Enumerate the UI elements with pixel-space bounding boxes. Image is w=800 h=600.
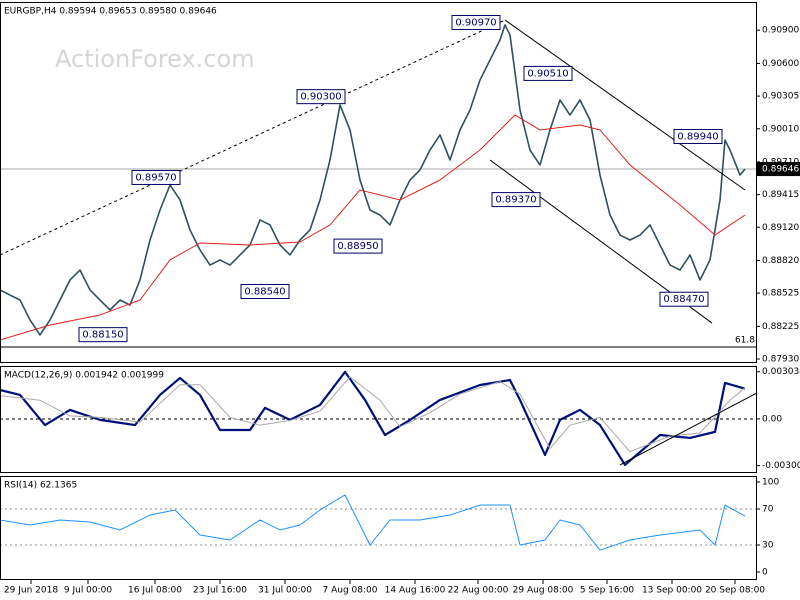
y-tick-label: -0.003001	[762, 461, 800, 471]
x-tick-label: 29 Aug 08:00	[513, 586, 574, 596]
y-tick-label: 0.90305	[762, 92, 799, 102]
y-tick-label: 0	[762, 567, 768, 577]
y-tick-label: 100	[762, 478, 779, 488]
last-price-label: 0.89646	[762, 165, 799, 175]
panel-frame	[0, 366, 757, 473]
annotation-label: 0.89370	[495, 195, 536, 206]
y-tick-label: 0.88225	[762, 322, 799, 332]
annotation-label: 0.89570	[135, 172, 176, 183]
x-tick-label: 22 Aug 00:00	[448, 586, 509, 596]
y-tick-label: 0.89415	[762, 190, 799, 200]
panel-title: MACD(12,26,9) 0.001942 0.001999	[4, 371, 164, 381]
series-line	[0, 494, 746, 551]
annotation-box	[673, 129, 723, 145]
annotation-label: 0.90300	[300, 92, 341, 103]
annotation-box	[523, 65, 573, 81]
annotation-box	[78, 327, 128, 343]
series-line	[0, 114, 746, 341]
last-price-box	[757, 162, 800, 177]
x-tick-label: 23 Jul 16:00	[193, 586, 247, 596]
annotation-label: 0.88470	[663, 294, 704, 305]
annotation-label: 0.90970	[455, 17, 496, 28]
annotation-box	[333, 238, 383, 254]
panel	[0, 19, 757, 341]
x-tick-label: 9 Jul 00:00	[64, 586, 113, 596]
annotation-label: 0.88950	[337, 241, 378, 252]
annotation-box	[296, 89, 346, 105]
annotation-label: 0.88540	[244, 286, 285, 297]
y-tick-label: 0.90010	[762, 124, 799, 134]
x-tick-label: 7 Aug 08:00	[323, 586, 378, 596]
annotation-box	[451, 14, 501, 30]
trendline	[504, 19, 746, 191]
panel-frame	[0, 476, 757, 580]
panel	[0, 494, 757, 551]
x-tick-label: 13 Sep 00:00	[642, 586, 702, 596]
y-tick-label: 30	[762, 541, 774, 551]
annotation-box	[491, 192, 541, 208]
series-line	[0, 370, 746, 466]
x-tick-label: 16 Jul 08:00	[128, 586, 182, 596]
trendline	[619, 392, 757, 466]
panel-title: RSI(14) 62.1365	[4, 481, 77, 491]
trendline	[0, 19, 506, 256]
panel-frame	[0, 2, 757, 363]
x-tick-label: 14 Aug 16:00	[385, 586, 446, 596]
annotation-label: 0.89940	[677, 132, 718, 143]
watermark: ActionForex.com	[55, 45, 255, 73]
series-line	[0, 376, 746, 453]
x-tick-label: 29 Jun 2018	[4, 586, 58, 596]
x-tick-label: 31 Jul 00:00	[258, 586, 312, 596]
y-tick-label: 0.88820	[762, 256, 799, 266]
y-tick-label: 0.88525	[762, 289, 799, 299]
y-tick-label: 0.90600	[762, 59, 799, 69]
x-tick-label: 5 Sep 16:00	[580, 586, 635, 596]
fib-label: 61.8	[735, 335, 755, 345]
panel	[0, 370, 757, 466]
x-tick-label: 20 Sep 08:00	[705, 586, 765, 596]
annotation-box	[131, 169, 181, 185]
annotation-label: 0.90510	[527, 68, 568, 79]
y-tick-label: 0.87930	[762, 355, 799, 365]
annotation-box	[240, 283, 290, 299]
annotation-label: 0.88150	[82, 330, 123, 341]
y-tick-label: 0.90900	[762, 26, 799, 36]
y-tick-label: 0.89120	[762, 223, 799, 233]
annotation-box	[659, 291, 709, 307]
panel-title: EURGBP,H4 0.89594 0.89653 0.89580 0.8964…	[4, 7, 217, 17]
y-tick-label: 70	[762, 505, 774, 515]
y-tick-label: 0.003034	[762, 367, 800, 377]
y-tick-label: 0.00	[762, 414, 782, 424]
